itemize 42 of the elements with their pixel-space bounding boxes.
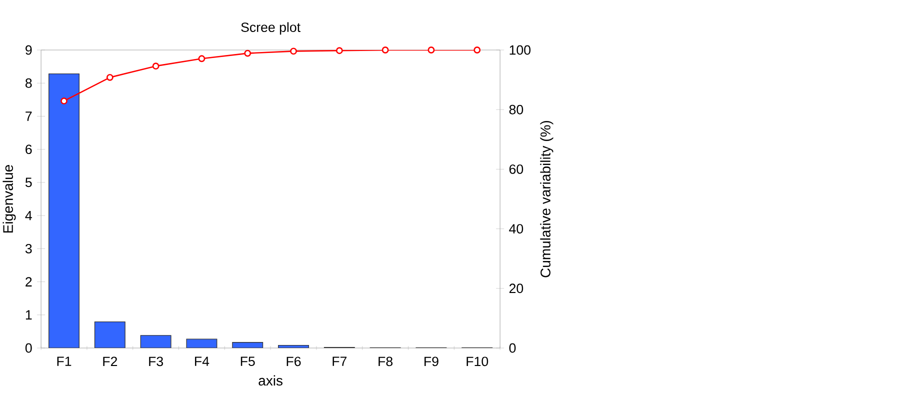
bar [48, 74, 80, 348]
y-tick-label: 6 [26, 144, 32, 154]
y2-tick-label: 0 [509, 343, 516, 353]
x-tick-label: F7 [332, 356, 347, 366]
chart-title: Scree plot [241, 22, 300, 35]
x-tick-label: F9 [424, 356, 438, 366]
x-tick-label: F1 [57, 356, 72, 366]
y-tick-label: 1 [26, 310, 32, 320]
y-tick-label: 3 [25, 244, 32, 254]
x-tick-label: F5 [240, 356, 255, 366]
bar [94, 322, 126, 348]
y-tick-label: 9 [26, 45, 32, 55]
point [244, 50, 252, 57]
y-tick-label: 4 [25, 210, 32, 220]
point [152, 62, 160, 70]
y2-tick-label: 20 [509, 284, 524, 294]
y-tick-label: 8 [26, 78, 32, 88]
y-tick-label: 2 [26, 277, 32, 286]
x-tick-label: F4 [195, 356, 210, 366]
x-tick-label: F10 [466, 356, 488, 366]
point [106, 74, 114, 81]
y2-axis-title: Cumulative variability (%) [540, 120, 554, 278]
point [336, 47, 343, 54]
x-tick-label: F3 [149, 356, 164, 366]
y2-tick-label: 40 [509, 224, 524, 234]
y-tick-label: 5 [25, 178, 32, 188]
y2-tick-label: 100 [510, 45, 530, 55]
x-axis-title: axis [258, 375, 282, 386]
point [290, 48, 297, 55]
x-tick-label: F6 [286, 356, 301, 366]
x-tick-label: F8 [378, 356, 393, 366]
point [60, 97, 68, 104]
x-tick-label: F2 [103, 356, 118, 366]
y2-tick-label: 80 [509, 104, 524, 114]
y-axis-title: Eigenvalue [2, 165, 16, 232]
point [474, 46, 481, 54]
point [428, 46, 435, 54]
point [382, 46, 389, 54]
y-tick-label: 7 [26, 112, 32, 121]
point [198, 55, 206, 62]
y2-tick-label: 60 [509, 164, 524, 174]
y-tick-label: 0 [25, 343, 32, 353]
